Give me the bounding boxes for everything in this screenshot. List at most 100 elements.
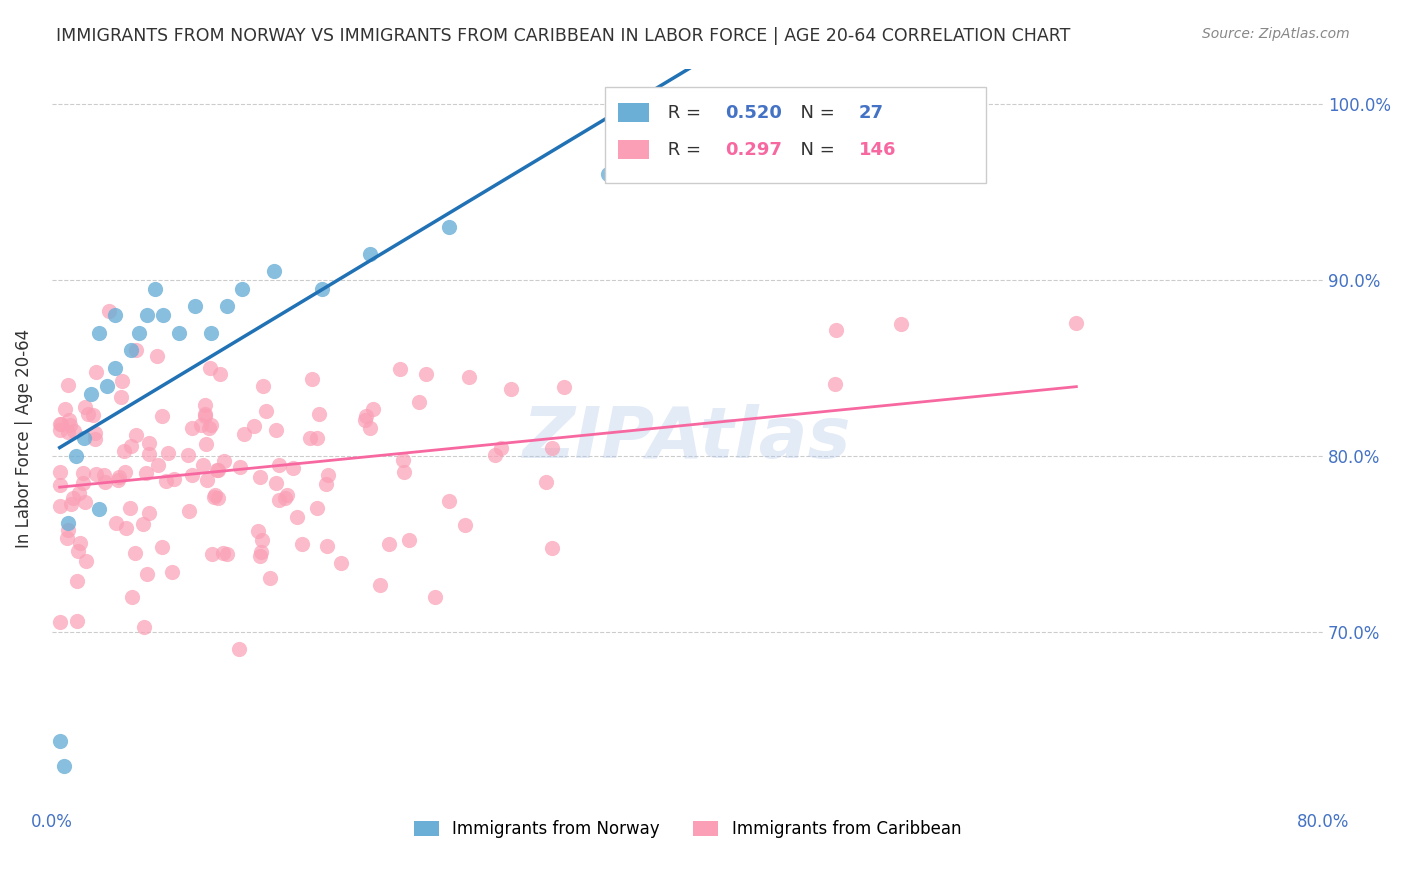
Point: [308, 407, 330, 421]
Point: [108, 470, 131, 484]
Point: [72, 467, 94, 481]
Point: [392, 452, 415, 467]
Point: [152, 541, 174, 555]
Point: [48, 499, 70, 513]
Point: [229, 459, 252, 474]
Point: [454, 518, 477, 533]
Point: [249, 549, 271, 563]
Point: [136, 567, 159, 582]
Point: [389, 362, 412, 376]
Point: [252, 533, 274, 548]
Point: [160, 565, 183, 579]
Point: [115, 521, 138, 535]
Text: 27: 27: [859, 103, 884, 122]
Point: [231, 282, 253, 296]
Point: [191, 458, 214, 473]
Point: [266, 423, 288, 437]
Point: [423, 590, 446, 604]
Point: [53, 402, 76, 417]
Point: [76, 408, 98, 422]
Text: R =: R =: [662, 141, 707, 159]
Point: [138, 436, 160, 450]
Text: IMMIGRANTS FROM NORWAY VS IMMIGRANTS FROM CARIBBEAN IN LABOR FORCE | AGE 20-64 C: IMMIGRANTS FROM NORWAY VS IMMIGRANTS FRO…: [56, 27, 1070, 45]
Point: [124, 546, 146, 560]
Point: [181, 421, 204, 435]
Point: [890, 317, 912, 331]
Point: [205, 462, 228, 476]
Point: [398, 533, 420, 547]
Point: [291, 536, 314, 550]
Point: [824, 376, 846, 391]
Point: [267, 492, 290, 507]
Point: [177, 448, 200, 462]
Point: [200, 326, 222, 340]
Point: [541, 442, 564, 456]
Point: [740, 96, 762, 111]
Point: [458, 370, 481, 384]
Point: [65, 449, 87, 463]
Point: [67, 485, 90, 500]
Text: N =: N =: [789, 141, 841, 159]
Point: [408, 394, 430, 409]
Point: [120, 343, 142, 358]
Text: 0.297: 0.297: [725, 141, 783, 159]
Point: [121, 590, 143, 604]
Point: [201, 547, 224, 561]
Point: [110, 374, 132, 388]
Point: [200, 360, 222, 375]
Point: [194, 409, 217, 424]
Point: [370, 577, 392, 591]
Point: [112, 444, 135, 458]
Point: [359, 246, 381, 260]
Point: [281, 461, 304, 475]
Point: [124, 343, 146, 358]
Point: [190, 417, 212, 432]
Point: [491, 441, 513, 455]
Point: [84, 425, 107, 440]
Point: [541, 541, 564, 555]
Point: [59, 497, 82, 511]
Point: [148, 458, 170, 472]
Point: [198, 421, 221, 435]
Point: [134, 620, 156, 634]
Point: [208, 367, 231, 381]
Point: [82, 408, 104, 422]
Point: [48, 423, 70, 437]
Point: [250, 545, 273, 559]
Point: [301, 371, 323, 385]
Point: [125, 428, 148, 442]
Point: [212, 454, 235, 468]
Point: [105, 516, 128, 531]
Point: [356, 409, 378, 423]
Point: [825, 324, 848, 338]
Text: R =: R =: [662, 103, 707, 122]
Point: [305, 501, 328, 516]
Point: [267, 458, 290, 473]
Point: [56, 516, 79, 530]
Point: [89, 502, 111, 516]
Point: [104, 361, 127, 376]
Point: [311, 282, 333, 296]
Point: [56, 523, 79, 537]
Point: [89, 326, 111, 340]
Point: [204, 488, 226, 502]
Point: [307, 431, 329, 445]
Point: [49, 477, 72, 491]
Point: [249, 470, 271, 484]
Point: [152, 308, 174, 322]
Point: [66, 544, 89, 558]
Point: [131, 517, 153, 532]
Point: [243, 419, 266, 434]
Point: [194, 398, 217, 412]
Point: [354, 413, 377, 427]
Point: [252, 379, 274, 393]
Point: [200, 418, 222, 433]
Y-axis label: In Labor Force | Age 20-64: In Labor Force | Age 20-64: [15, 329, 32, 548]
Point: [48, 417, 70, 432]
Point: [48, 615, 70, 629]
Text: 0.520: 0.520: [725, 103, 783, 122]
Point: [84, 467, 107, 482]
Point: [69, 535, 91, 549]
Point: [484, 448, 506, 462]
Point: [155, 475, 177, 489]
